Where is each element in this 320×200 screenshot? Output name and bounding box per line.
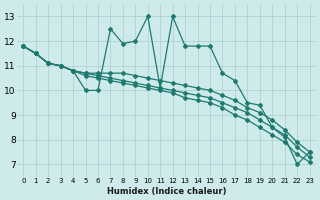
X-axis label: Humidex (Indice chaleur): Humidex (Indice chaleur) [107,187,226,196]
